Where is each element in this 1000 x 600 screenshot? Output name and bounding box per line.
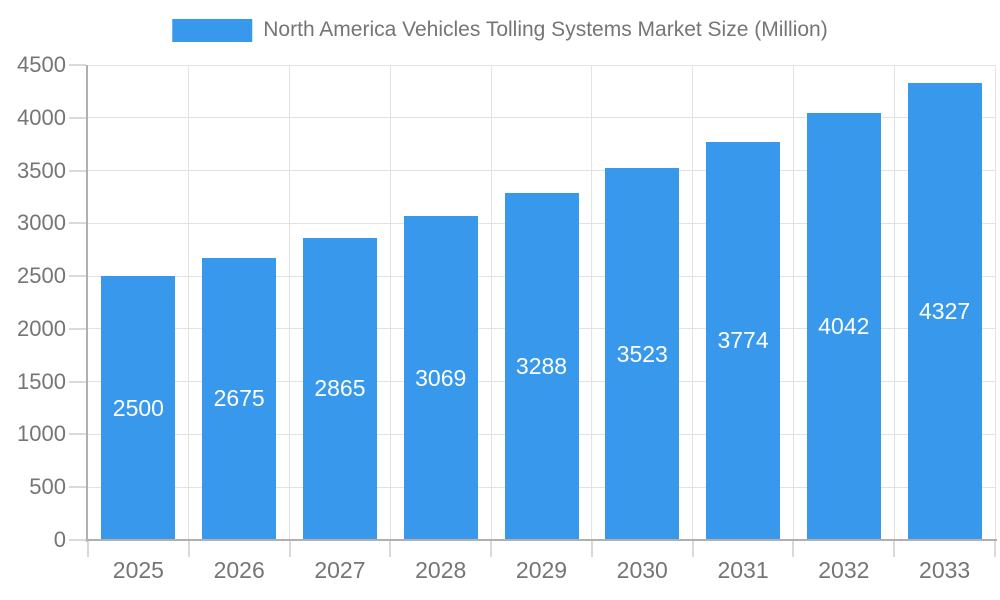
bar[interactable]: 2865 — [302, 237, 377, 540]
y-axis-tick — [69, 222, 86, 225]
y-axis-tick — [69, 486, 86, 489]
h-gridline — [88, 170, 995, 172]
x-axis-tick — [994, 541, 996, 557]
bar[interactable]: 4327 — [907, 83, 982, 540]
v-gridline — [289, 65, 291, 540]
v-gridline — [792, 65, 794, 540]
bar-value-label: 3288 — [515, 352, 568, 379]
x-tick-label: 2029 — [515, 557, 568, 583]
bar-value-label: 3774 — [717, 327, 769, 354]
bar[interactable]: 3523 — [605, 168, 680, 540]
bar-value-label: 4327 — [919, 298, 971, 325]
v-gridline — [389, 65, 391, 540]
y-axis-tick — [69, 380, 86, 383]
x-tick-label: 2027 — [314, 557, 366, 583]
x-axis-tick — [187, 541, 190, 557]
y-tick-label: 2500 — [17, 263, 66, 289]
bar[interactable]: 3774 — [706, 141, 781, 540]
y-axis-tick — [69, 116, 86, 119]
y-tick-label: 4000 — [17, 104, 66, 130]
bar-value-label: 3069 — [415, 364, 467, 391]
x-tick-label: 2031 — [717, 557, 769, 583]
legend-label: North America Vehicles Tolling Systems M… — [263, 18, 828, 41]
x-axis-tick — [792, 541, 795, 557]
x-axis-tick — [590, 541, 593, 557]
x-tick-label: 2032 — [818, 557, 870, 583]
v-gridline — [490, 65, 492, 540]
legend-color-swatch — [172, 18, 253, 42]
plot-area: 2500 2675 2865 3069 3288 3523 3774 4042 4327 — [88, 64, 996, 540]
x-tick-label: 2026 — [213, 557, 265, 583]
bar[interactable]: 3069 — [403, 216, 478, 540]
x-axis-tick — [288, 541, 291, 557]
bar[interactable]: 3288 — [504, 192, 579, 540]
x-axis-tick — [389, 541, 392, 557]
y-tick-label: 500 — [29, 474, 66, 500]
h-gridline — [88, 117, 995, 119]
bar[interactable]: 2675 — [202, 257, 277, 540]
bar-value-label: 2500 — [112, 394, 164, 421]
x-axis-tick — [87, 541, 89, 557]
v-gridline — [188, 65, 190, 540]
x-axis-tick — [893, 541, 896, 557]
x-tick-label: 2025 — [112, 557, 164, 583]
y-tick-label: 2000 — [17, 315, 66, 341]
x-axis-tick — [691, 541, 694, 557]
x-tick-label: 2028 — [415, 557, 467, 583]
y-axis-tick — [69, 433, 86, 436]
bar-value-label: 2865 — [314, 375, 366, 402]
v-gridline — [994, 65, 996, 540]
chart-legend[interactable]: North America Vehicles Tolling Systems M… — [172, 18, 828, 42]
y-axis-tick — [69, 64, 86, 66]
y-tick-label: 1500 — [17, 368, 66, 394]
y-tick-label: 0 — [53, 527, 66, 552]
v-gridline — [591, 65, 593, 540]
bar[interactable]: 2500 — [101, 276, 176, 540]
y-axis-tick — [69, 539, 86, 541]
v-gridline — [692, 65, 694, 540]
h-gridline — [88, 64, 995, 66]
v-gridline — [893, 65, 895, 540]
y-tick-label: 3500 — [17, 157, 66, 183]
bar-value-label: 2675 — [213, 385, 265, 412]
y-tick-label: 4500 — [17, 52, 66, 77]
x-tick-label: 2033 — [919, 557, 971, 583]
bar-value-label: 4042 — [818, 313, 870, 340]
y-tick-label: 1000 — [17, 421, 66, 447]
bar[interactable]: 4042 — [806, 113, 881, 540]
y-axis-tick — [69, 169, 86, 172]
y-axis-tick — [69, 327, 86, 330]
x-tick-label: 2030 — [616, 557, 668, 583]
y-tick-label: 3000 — [17, 210, 66, 236]
y-axis-tick — [69, 275, 86, 278]
bar-value-label: 3523 — [616, 340, 668, 367]
x-axis-tick — [490, 541, 493, 557]
